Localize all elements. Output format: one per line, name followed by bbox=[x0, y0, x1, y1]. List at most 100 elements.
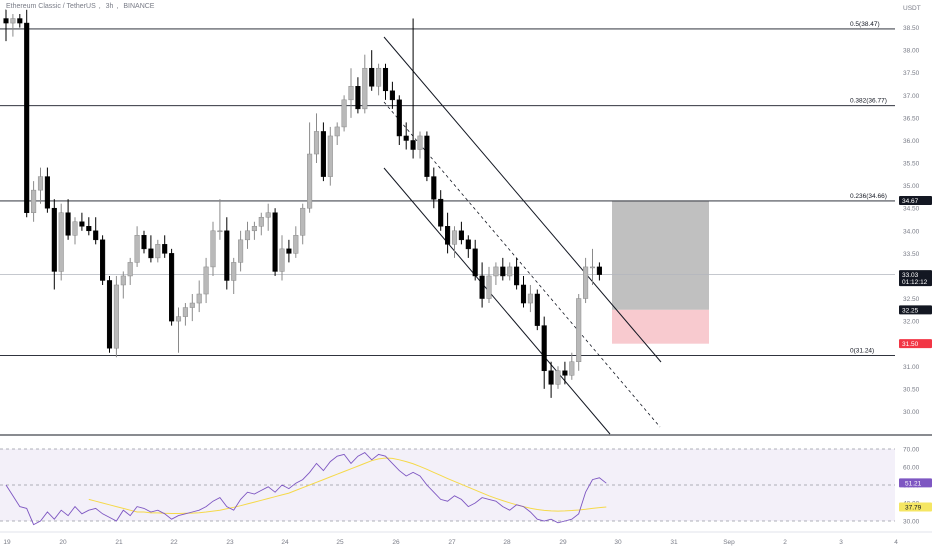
candle-body bbox=[500, 266, 506, 277]
candle-body bbox=[279, 248, 285, 272]
x-axis-tick: 28 bbox=[503, 539, 511, 546]
candle-body bbox=[244, 230, 251, 241]
candle-body bbox=[520, 284, 527, 304]
channel-upper-line bbox=[383, 36, 662, 363]
candle-body bbox=[300, 207, 306, 236]
y-axis-tick: 32.00 bbox=[903, 319, 920, 326]
candle-body bbox=[272, 212, 278, 272]
y-axis-unit: USDT bbox=[903, 5, 921, 12]
candle-body bbox=[376, 67, 382, 87]
price-badge bbox=[899, 196, 932, 206]
candle-body bbox=[327, 135, 333, 177]
candle-body bbox=[196, 293, 202, 304]
fib-level-label: 0(31.24) bbox=[850, 347, 874, 354]
x-axis-tick: 2 bbox=[783, 539, 787, 546]
candle-body bbox=[100, 239, 106, 281]
candle-body bbox=[307, 153, 313, 209]
x-axis-tick: 25 bbox=[336, 539, 344, 546]
candle-body bbox=[203, 266, 209, 295]
y-axis-tick: 36.00 bbox=[903, 138, 920, 145]
y-axis-tick: 35.50 bbox=[903, 161, 920, 168]
candle-body bbox=[313, 131, 320, 155]
y-axis-tick: 38.00 bbox=[903, 48, 920, 55]
candle-body bbox=[210, 230, 216, 268]
candle-body bbox=[189, 302, 195, 308]
candle-body bbox=[79, 221, 85, 227]
candle-body bbox=[155, 244, 161, 259]
candle-body bbox=[175, 316, 182, 322]
candle-body bbox=[541, 325, 547, 372]
candle-body bbox=[583, 266, 589, 299]
symbol-name: Ethereum Classic / TetherUS bbox=[6, 3, 96, 10]
candle-body bbox=[148, 248, 154, 259]
symbol-interval: 3h bbox=[105, 3, 114, 10]
x-axis-tick: 24 bbox=[281, 539, 289, 546]
candle-body bbox=[555, 370, 561, 385]
symbol-title: Ethereum Classic / TetherUS, 3h, BINANCE bbox=[6, 3, 158, 10]
y-axis-tick: 38.50 bbox=[903, 25, 920, 32]
rsi-line bbox=[5, 452, 607, 526]
candle-body bbox=[258, 216, 264, 227]
candle-body bbox=[458, 230, 464, 241]
candle-body bbox=[410, 140, 416, 150]
y-axis-tick: 33.50 bbox=[903, 251, 920, 258]
candle-body bbox=[507, 266, 513, 277]
rsi-axis-tick: 60.00 bbox=[903, 465, 920, 472]
candle-body bbox=[445, 226, 451, 245]
rsi-badge bbox=[899, 478, 932, 488]
candle-body bbox=[403, 135, 409, 141]
candle-body bbox=[493, 266, 499, 277]
price-badge-label: 32.25 bbox=[902, 307, 919, 314]
position-stop-zone bbox=[612, 309, 709, 344]
price-badge-label: 33.03 bbox=[902, 272, 919, 279]
candle-body bbox=[127, 262, 133, 277]
x-axis-tick: 29 bbox=[559, 539, 567, 546]
candle-body bbox=[424, 135, 430, 177]
candle-body bbox=[231, 262, 237, 281]
rsi-badge bbox=[899, 502, 932, 512]
candle-body bbox=[341, 99, 347, 128]
price-badge-label: 34.67 bbox=[902, 198, 919, 205]
candle-body bbox=[286, 248, 292, 254]
candle-body bbox=[569, 361, 575, 376]
y-axis-tick: 32.50 bbox=[903, 296, 920, 303]
rsi-axis-tick: 70.00 bbox=[903, 447, 920, 454]
candle-body bbox=[465, 239, 471, 250]
candle-body bbox=[417, 135, 423, 150]
y-axis-tick: 34.50 bbox=[903, 206, 920, 213]
candle-body bbox=[31, 189, 37, 213]
candle-body bbox=[217, 230, 223, 233]
candle-body bbox=[162, 244, 168, 254]
channel-lower-line bbox=[383, 167, 611, 435]
y-axis-tick: 35.00 bbox=[903, 183, 920, 190]
candle-body bbox=[293, 235, 299, 254]
x-axis-tick: 3 bbox=[839, 539, 843, 546]
candle-body bbox=[65, 212, 71, 236]
candle-body bbox=[348, 86, 354, 101]
candle-body bbox=[10, 18, 16, 24]
rsi-badge-label: 37.79 bbox=[905, 504, 922, 511]
candle-body bbox=[134, 235, 140, 263]
candle-body bbox=[334, 126, 340, 137]
x-axis-tick: 26 bbox=[392, 539, 400, 546]
candle-body bbox=[576, 298, 582, 362]
candle-body bbox=[396, 99, 402, 137]
position-target-zone bbox=[612, 200, 709, 310]
y-axis-tick: 37.50 bbox=[903, 70, 920, 77]
candle-body bbox=[527, 293, 533, 304]
x-axis-tick: 22 bbox=[170, 539, 178, 546]
candle-body bbox=[113, 284, 119, 349]
candle-body bbox=[265, 212, 271, 218]
fib-level-label: 0.236(34.66) bbox=[850, 193, 887, 200]
x-axis-tick: 31 bbox=[670, 539, 678, 546]
x-axis-tick: 20 bbox=[59, 539, 67, 546]
candle-body bbox=[355, 86, 361, 110]
candle-body bbox=[72, 221, 78, 236]
y-axis-tick: 37.00 bbox=[903, 93, 920, 100]
x-axis-tick: 21 bbox=[115, 539, 123, 546]
price-badge-countdown: 01:12:12 bbox=[902, 279, 928, 286]
x-axis-tick: 19 bbox=[3, 539, 11, 546]
candle-body bbox=[24, 22, 30, 213]
